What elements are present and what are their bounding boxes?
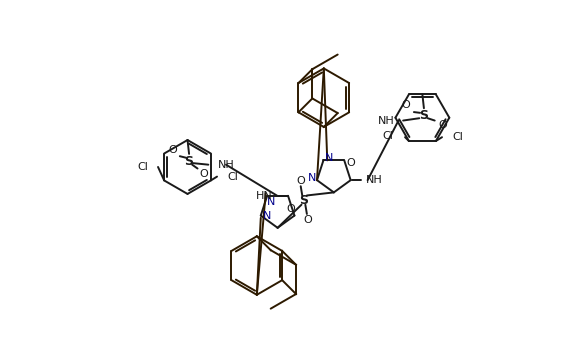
Text: O: O: [168, 145, 177, 155]
Text: NH: NH: [378, 115, 395, 126]
Text: Cl: Cl: [452, 132, 463, 142]
Text: S: S: [299, 194, 308, 207]
Text: NH: NH: [366, 175, 383, 185]
Text: S: S: [419, 109, 428, 122]
Text: N: N: [308, 173, 316, 183]
Text: Cl: Cl: [383, 131, 394, 141]
Text: O: O: [304, 215, 312, 225]
Text: NH: NH: [218, 160, 235, 170]
Text: HN: HN: [256, 191, 272, 201]
Text: O: O: [297, 176, 305, 186]
Text: O: O: [401, 100, 410, 110]
Text: Cl: Cl: [137, 162, 148, 172]
Text: O: O: [346, 158, 355, 168]
Text: N: N: [263, 210, 271, 221]
Text: N: N: [267, 197, 275, 207]
Text: O: O: [438, 120, 447, 130]
Text: N: N: [325, 153, 333, 163]
Text: O: O: [199, 169, 208, 179]
Text: O: O: [286, 205, 295, 214]
Text: S: S: [185, 155, 193, 168]
Text: Cl: Cl: [227, 172, 238, 182]
